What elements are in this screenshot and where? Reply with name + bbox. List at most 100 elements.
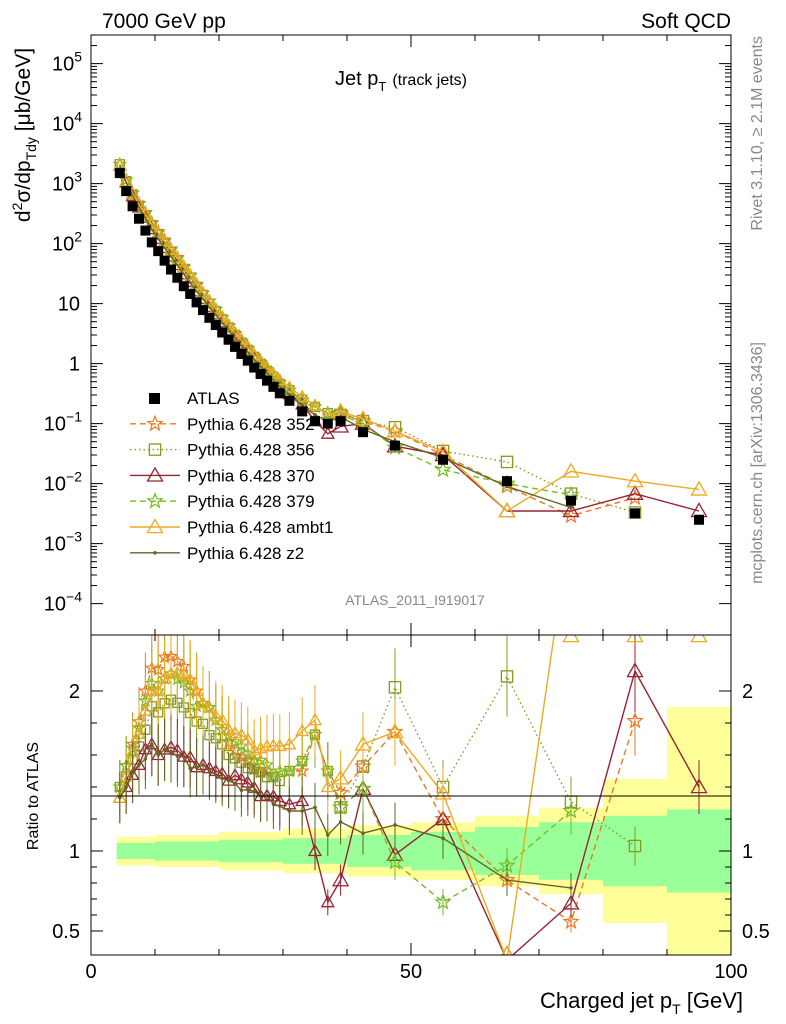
x-axis-label: Charged jet pT [GeV] bbox=[540, 988, 743, 1017]
band-green-0 bbox=[116, 843, 155, 859]
series-point bbox=[182, 268, 198, 283]
band-green-1 bbox=[155, 841, 219, 861]
legend-marker bbox=[146, 466, 164, 482]
ratio-point bbox=[272, 738, 287, 752]
atlas-data-point bbox=[159, 255, 170, 266]
ratio-point bbox=[562, 894, 580, 910]
x-tick-label: 0 bbox=[85, 961, 96, 983]
series-point bbox=[266, 366, 281, 379]
atlas-data-point bbox=[297, 406, 308, 417]
series-point bbox=[202, 293, 217, 307]
atlas-data-point bbox=[390, 440, 400, 451]
series-ratio-4 bbox=[112, 635, 708, 955]
series-point bbox=[202, 293, 217, 308]
ratio-point bbox=[247, 743, 262, 756]
series-point bbox=[282, 380, 297, 393]
ratio-point bbox=[246, 787, 250, 792]
series-point bbox=[215, 309, 230, 323]
ratio-point bbox=[234, 727, 249, 741]
ratio-y-tick-label-right: 1 bbox=[742, 841, 753, 863]
uncertainty-bands bbox=[116, 707, 731, 955]
atlas-data-point bbox=[242, 355, 253, 366]
atlas-data-point bbox=[121, 186, 132, 197]
atlas-data-point bbox=[249, 362, 260, 373]
y-tick-label: 10−4 bbox=[44, 589, 82, 616]
chart-title: Jet pT (track jets) bbox=[335, 68, 467, 94]
y-tick-label: 10 bbox=[58, 294, 80, 316]
ratio-point bbox=[202, 700, 217, 713]
series-point bbox=[626, 472, 644, 488]
ratio-point bbox=[233, 781, 237, 786]
atlas-data-point bbox=[217, 327, 228, 338]
series-point bbox=[208, 301, 224, 316]
atlas-data-point bbox=[502, 476, 512, 487]
ratio-point bbox=[354, 735, 372, 751]
series-main-3 bbox=[112, 156, 580, 503]
ratio-y-tick-label-right: 2 bbox=[742, 681, 753, 703]
ratio-point bbox=[271, 802, 276, 806]
atlas-data-point bbox=[191, 297, 202, 308]
series-point bbox=[189, 276, 204, 290]
y-tick-label: 103 bbox=[52, 169, 82, 196]
ratio-point bbox=[156, 753, 160, 757]
atlas-data-point bbox=[630, 508, 640, 519]
series-point bbox=[234, 332, 249, 345]
series-point bbox=[189, 277, 204, 292]
ratio-y-tick-label: 2 bbox=[69, 681, 80, 703]
legend-label: Pythia 6.428 370 bbox=[187, 466, 315, 485]
atlas-data-point bbox=[310, 416, 320, 427]
series-point bbox=[157, 234, 172, 247]
legend-label: ATLAS bbox=[187, 389, 240, 408]
y-tick-label: 105 bbox=[52, 49, 82, 76]
series-point bbox=[227, 325, 243, 340]
atlas-data-point bbox=[438, 454, 448, 465]
atlas-data-point bbox=[204, 312, 215, 323]
analysis-label: ATLAS_2011_I919017 bbox=[345, 592, 485, 608]
atlas-data-point bbox=[322, 418, 333, 429]
series-point bbox=[157, 233, 172, 248]
ratio-point bbox=[393, 823, 397, 827]
ratio-point bbox=[239, 788, 244, 793]
ratio-point bbox=[326, 833, 330, 837]
ratio-point bbox=[208, 709, 223, 722]
ratio-point bbox=[215, 712, 230, 726]
series-point bbox=[562, 462, 580, 478]
legend-marker bbox=[146, 414, 164, 432]
ratio-point bbox=[287, 809, 292, 813]
legend: ATLAS Pythia 6.428 352 Pythia 6.428 356 Pyt… bbox=[130, 389, 333, 563]
series-point bbox=[119, 173, 134, 187]
ratio-point bbox=[690, 778, 708, 794]
ratio-point bbox=[201, 763, 205, 767]
ratio-point bbox=[562, 801, 580, 819]
ratio-point bbox=[386, 723, 404, 739]
series-point bbox=[176, 259, 191, 273]
series-point bbox=[500, 455, 514, 469]
ratio-point bbox=[441, 836, 445, 840]
ratio-point bbox=[175, 754, 180, 758]
atlas-data-point bbox=[358, 427, 368, 438]
ratio-point bbox=[628, 839, 642, 853]
y-tick-label: 10−3 bbox=[44, 529, 82, 556]
ratio-y-tick-label: 1 bbox=[69, 841, 80, 863]
ratio-point bbox=[331, 769, 350, 785]
series-line-main bbox=[119, 164, 636, 514]
atlas-data-point bbox=[198, 305, 208, 316]
ratio-point bbox=[278, 804, 282, 808]
ratio-point bbox=[354, 779, 372, 797]
series-point bbox=[295, 389, 310, 402]
series-point bbox=[176, 259, 192, 274]
series-point bbox=[388, 420, 402, 434]
ratio-point bbox=[295, 723, 310, 737]
series-layer bbox=[112, 156, 708, 955]
series-point bbox=[214, 310, 230, 325]
process-label: Soft QCD bbox=[641, 10, 731, 33]
ratio-point bbox=[170, 665, 185, 679]
series-point bbox=[386, 422, 404, 438]
legend-marker-atlas bbox=[149, 393, 160, 404]
series-point bbox=[307, 398, 323, 411]
series-point bbox=[562, 502, 580, 518]
atlas-data-point bbox=[223, 334, 234, 345]
ratio-point bbox=[501, 945, 513, 955]
band-green-4 bbox=[347, 835, 411, 867]
